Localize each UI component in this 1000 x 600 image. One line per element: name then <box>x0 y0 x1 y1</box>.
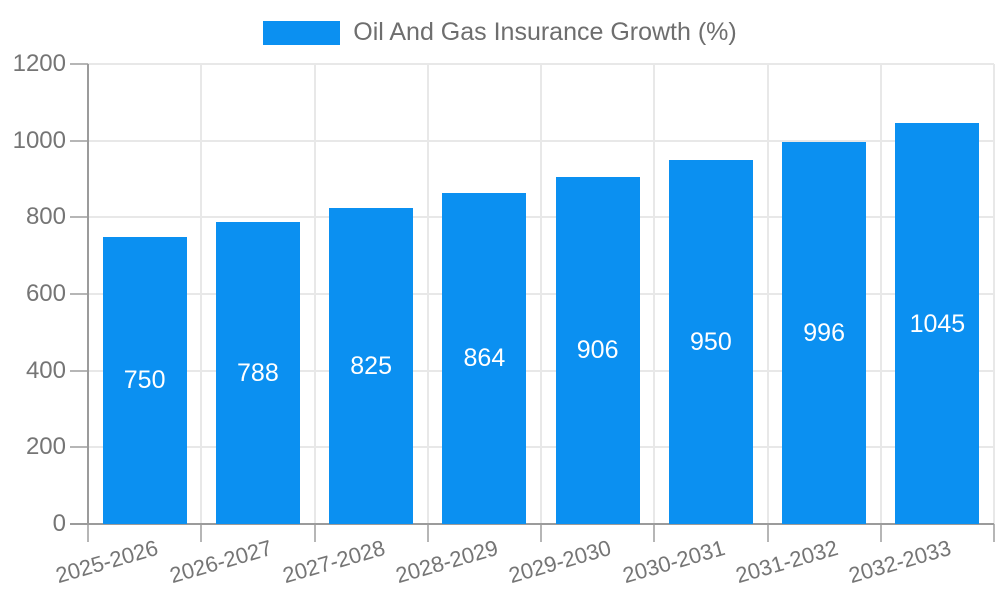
y-axis-tick <box>70 293 88 295</box>
x-axis-tick <box>87 524 89 542</box>
x-tick-label: 2032-2033 <box>845 535 954 589</box>
y-axis-tick <box>70 369 88 372</box>
bar <box>555 176 640 524</box>
bar-value-label: 864 <box>463 344 506 373</box>
y-tick-label: 0 <box>52 510 66 537</box>
x-axis-tick <box>313 524 316 542</box>
y-axis-tick <box>70 63 88 65</box>
x-axis-tick <box>540 524 542 542</box>
x-tick-label: 2031-2032 <box>732 535 841 589</box>
y-tick-label: 200 <box>25 433 66 461</box>
y-axis-tick <box>70 446 88 449</box>
bar <box>895 123 980 524</box>
x-tick-label: 2026-2027 <box>166 535 275 589</box>
x-axis-tick <box>879 524 882 542</box>
bar <box>215 221 300 524</box>
bar-value-label: 996 <box>803 319 845 348</box>
x-axis-tick <box>993 524 995 542</box>
bar <box>329 207 414 524</box>
y-axis-line <box>87 64 89 524</box>
y-axis-tick <box>70 139 88 142</box>
x-axis-tick <box>766 524 769 542</box>
x-tick-label: 2025-2026 <box>53 535 162 589</box>
bar <box>102 236 187 524</box>
x-axis-line <box>70 523 994 525</box>
x-tick-label: 2028-2029 <box>392 535 501 589</box>
gridline-vertical <box>653 64 656 524</box>
bar-value-label: 750 <box>123 366 166 395</box>
gridline-vertical <box>766 64 769 524</box>
y-tick-label: 1200 <box>12 50 66 77</box>
y-tick-label: 800 <box>25 203 66 231</box>
gridline-vertical <box>200 64 203 524</box>
bar-value-label: 950 <box>690 327 732 356</box>
gridline-vertical <box>879 64 882 524</box>
x-tick-label: 2029-2030 <box>506 535 615 589</box>
y-tick-label: 600 <box>25 280 66 307</box>
bar-value-label: 906 <box>576 336 619 365</box>
gridline-vertical <box>426 64 429 524</box>
y-tick-label: 400 <box>25 356 66 384</box>
bar-value-label: 1045 <box>909 309 966 338</box>
x-tick-label: 2027-2028 <box>279 535 388 589</box>
gridline-vertical <box>313 64 316 524</box>
x-tick-label: 2030-2031 <box>619 535 728 589</box>
x-axis-tick <box>653 524 656 542</box>
x-axis-tick <box>426 524 429 542</box>
y-tick-label: 1000 <box>12 126 66 154</box>
bar <box>668 159 753 524</box>
bar <box>442 192 527 524</box>
x-axis-tick <box>200 524 203 542</box>
gridline-vertical <box>540 64 542 524</box>
bar-value-label: 788 <box>237 358 279 387</box>
bar-value-label: 825 <box>350 351 392 380</box>
gridline-vertical <box>993 64 995 524</box>
y-axis-tick <box>70 216 88 219</box>
bar <box>782 142 867 524</box>
